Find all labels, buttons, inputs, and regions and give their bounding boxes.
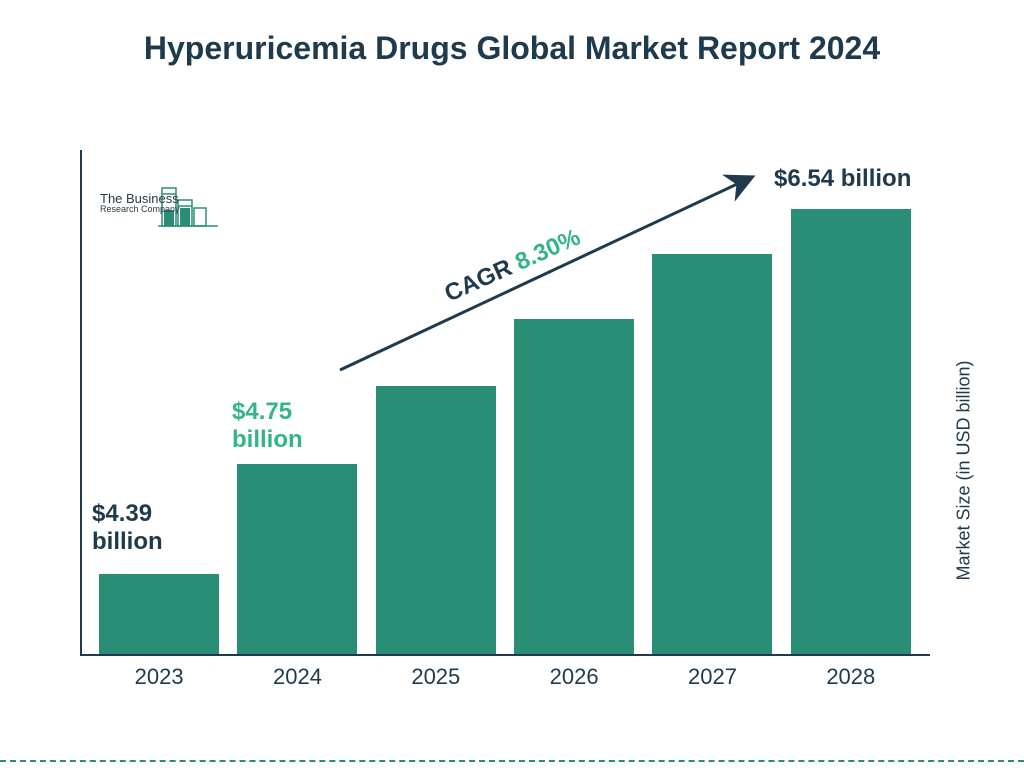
bar-slot-2024 [237,464,357,654]
bar-2027 [652,254,772,654]
bar-2028 [791,209,911,654]
x-label-2023: 2023 [99,664,219,690]
value-2024-bottom: billion [232,426,303,454]
footer-dashed-line [0,760,1024,762]
chart-area: 2023 2024 2025 2026 2027 2028 [80,150,930,690]
value-label-2023: $4.39 billion [92,500,163,555]
bar-slot-2025 [376,386,496,654]
bar-2024 [237,464,357,654]
bar-2026 [514,319,634,654]
value-2023-top: $4.39 [92,500,163,528]
value-label-2028: $6.54 billion [774,165,911,193]
bar-slot-2026 [514,319,634,654]
bar-slot-2028 [791,209,911,654]
x-label-2027: 2027 [652,664,772,690]
x-label-2026: 2026 [514,664,634,690]
value-2023-bottom: billion [92,528,163,556]
x-label-2025: 2025 [376,664,496,690]
value-2024-top: $4.75 [232,398,303,426]
x-axis-labels: 2023 2024 2025 2026 2027 2028 [80,664,930,690]
bar-slot-2027 [652,254,772,654]
bars-container [80,154,930,654]
bar-2023 [99,574,219,654]
x-axis [80,654,930,656]
chart-title: Hyperuricemia Drugs Global Market Report… [0,28,1024,68]
y-axis-label: Market Size (in USD billion) [953,360,974,580]
bar-2025 [376,386,496,654]
x-label-2028: 2028 [791,664,911,690]
value-label-2024: $4.75 billion [232,398,303,453]
bar-slot-2023 [99,574,219,654]
x-label-2024: 2024 [237,664,357,690]
